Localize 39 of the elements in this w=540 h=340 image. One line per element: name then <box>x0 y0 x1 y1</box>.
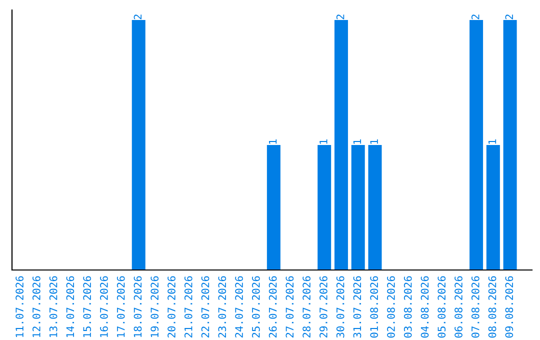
x-tick-label: 28.07.2026 <box>302 276 311 338</box>
x-tick-label: 27.07.2026 <box>286 276 294 338</box>
data-label: 1 <box>370 139 378 144</box>
x-tick-label: 07.08.2026 <box>471 276 480 338</box>
x-tick-label: 01.08.2026 <box>370 276 378 338</box>
x-tick-label: 17.07.2026 <box>116 276 125 338</box>
x-tick-label: 05.08.2026 <box>438 276 446 338</box>
x-tick-label: 04.08.2026 <box>420 276 429 338</box>
data-label: 2 <box>134 14 142 20</box>
data-label: 2 <box>471 14 480 20</box>
x-tick-label: 20.07.2026 <box>168 276 176 338</box>
x-tick-label: 25.07.2026 <box>252 276 260 338</box>
x-tick-label: 21.07.2026 <box>184 276 192 338</box>
x-tick-label: 16.07.2026 <box>100 276 108 338</box>
x-tick-label: 18.07.2026 <box>134 276 142 338</box>
x-tick-label: 19.07.2026 <box>150 276 159 338</box>
x-tick-label: 29.07.2026 <box>320 276 328 338</box>
x-tick-label: 24.07.2026 <box>235 276 243 338</box>
data-label: 1 <box>320 139 328 144</box>
x-tick-label: 14.07.2026 <box>66 276 74 338</box>
data-label: 1 <box>353 139 362 144</box>
x-tick-label: 03.08.2026 <box>404 276 412 338</box>
x-tick-label: 23.07.2026 <box>218 276 226 338</box>
x-tick-label: 22.07.2026 <box>201 276 210 338</box>
x-tick-label: 09.08.2026 <box>505 276 514 338</box>
data-label: 1 <box>488 139 496 144</box>
data-label: 2 <box>505 14 513 20</box>
x-tick-label: 02.08.2026 <box>387 276 395 338</box>
x-tick-label: 13.07.2026 <box>49 276 58 338</box>
x-tick-label: 15.07.2026 <box>83 276 92 338</box>
data-label: 2 <box>336 14 344 20</box>
x-tick-label: 06.08.2026 <box>454 276 462 338</box>
x-tick-label: 08.08.2026 <box>488 276 496 338</box>
x-tick-label: 11.07.2026 <box>16 276 24 338</box>
x-tick-label: 31.07.2026 <box>353 276 362 338</box>
x-tick-label: 26.07.2026 <box>268 276 277 338</box>
data-label: 1 <box>268 139 277 144</box>
x-tick-label: 30.07.2026 <box>336 276 344 338</box>
x-tick-label: 12.07.2026 <box>32 276 40 338</box>
